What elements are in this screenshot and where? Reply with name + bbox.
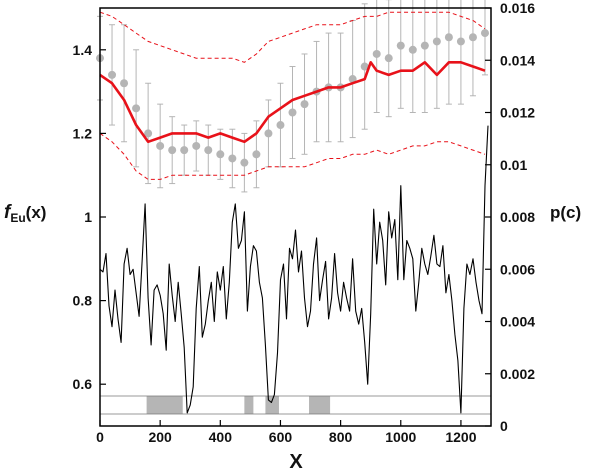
shaded-region bbox=[146, 396, 183, 414]
y-right-tick-label: 0.01 bbox=[500, 157, 527, 173]
gap-baseline bbox=[100, 395, 491, 415]
x-tick-label: 400 bbox=[209, 429, 233, 445]
y-right-tick-label: 0.004 bbox=[500, 314, 535, 330]
shaded-region bbox=[244, 396, 254, 414]
x-tick-label: 200 bbox=[148, 429, 172, 445]
gray-point bbox=[396, 41, 405, 50]
y-right-tick-label: 0 bbox=[500, 418, 508, 434]
y-left-title-suffix: (x) bbox=[26, 203, 47, 222]
red-dashed-upper-bound bbox=[99, 11, 486, 63]
gray-point bbox=[192, 141, 201, 150]
gray-point bbox=[372, 49, 381, 58]
x-tick-label: 1000 bbox=[385, 429, 416, 445]
gray-point bbox=[408, 45, 417, 54]
black-series-line bbox=[99, 125, 489, 414]
gray-point bbox=[276, 121, 285, 130]
red-mean-line bbox=[99, 61, 486, 144]
shaded-regions bbox=[146, 396, 331, 414]
y-left-tick-label: 1.4 bbox=[73, 42, 93, 58]
y-left-tick-label: 1.2 bbox=[73, 125, 93, 141]
y-right-tick-label: 0.006 bbox=[500, 261, 535, 277]
x-axis-title: X bbox=[289, 451, 303, 473]
gray-point bbox=[132, 104, 141, 113]
gray-point bbox=[204, 146, 213, 155]
x-tick-label: 1200 bbox=[445, 429, 476, 445]
gray-point bbox=[252, 150, 261, 159]
red-series bbox=[99, 11, 486, 180]
y-right-axis-title: p(c) bbox=[550, 203, 581, 222]
gray-point bbox=[156, 141, 165, 150]
gray-point bbox=[360, 62, 369, 71]
y-right-tick-label: 0.002 bbox=[500, 366, 535, 382]
gray-point bbox=[228, 154, 237, 163]
y-right-tick-label: 0.014 bbox=[500, 52, 535, 68]
gray-error-bars bbox=[97, 0, 488, 193]
y-left-axis-title: fEu(x) bbox=[4, 202, 46, 225]
y-left-tick-label: 1 bbox=[84, 209, 92, 225]
gray-point bbox=[240, 158, 249, 167]
gray-point bbox=[468, 33, 477, 42]
shaded-region bbox=[309, 396, 331, 414]
shaded-region bbox=[265, 396, 279, 414]
gray-point bbox=[420, 41, 429, 50]
gray-point bbox=[168, 146, 177, 155]
x-tick-label: 0 bbox=[96, 429, 104, 445]
gray-point bbox=[120, 79, 129, 88]
y-left-title-main: f bbox=[4, 202, 12, 223]
y-left-tick-label: 0.8 bbox=[73, 293, 93, 309]
y-right-tick-label: 0.012 bbox=[500, 105, 535, 121]
gray-point bbox=[216, 150, 225, 159]
red-dashed-lower-bound bbox=[99, 132, 486, 180]
x-tick-label: 800 bbox=[329, 429, 353, 445]
y-left-tick-label: 0.6 bbox=[73, 376, 93, 392]
gray-point bbox=[348, 75, 357, 84]
gray-point bbox=[300, 100, 309, 109]
x-tick-label: 600 bbox=[269, 429, 293, 445]
black-series bbox=[99, 125, 489, 414]
gray-point bbox=[384, 54, 393, 63]
y-right-tick-label: 0.016 bbox=[500, 0, 535, 16]
gray-point bbox=[108, 70, 117, 79]
gray-point bbox=[480, 29, 489, 38]
gray-point bbox=[264, 129, 273, 138]
gray-point bbox=[180, 146, 189, 155]
gray-point bbox=[432, 37, 441, 46]
gray-point bbox=[288, 108, 297, 117]
y-right-tick-label: 0.008 bbox=[500, 209, 535, 225]
ticks: 0 200 400 600 800 1000 1200 0.6 0.8 1 1.2 1.4 0 0.002… bbox=[73, 0, 536, 445]
y-left-title-sub: Eu bbox=[10, 211, 25, 225]
gray-point bbox=[144, 129, 153, 138]
gray-point bbox=[444, 33, 453, 42]
gray-point bbox=[456, 37, 465, 46]
